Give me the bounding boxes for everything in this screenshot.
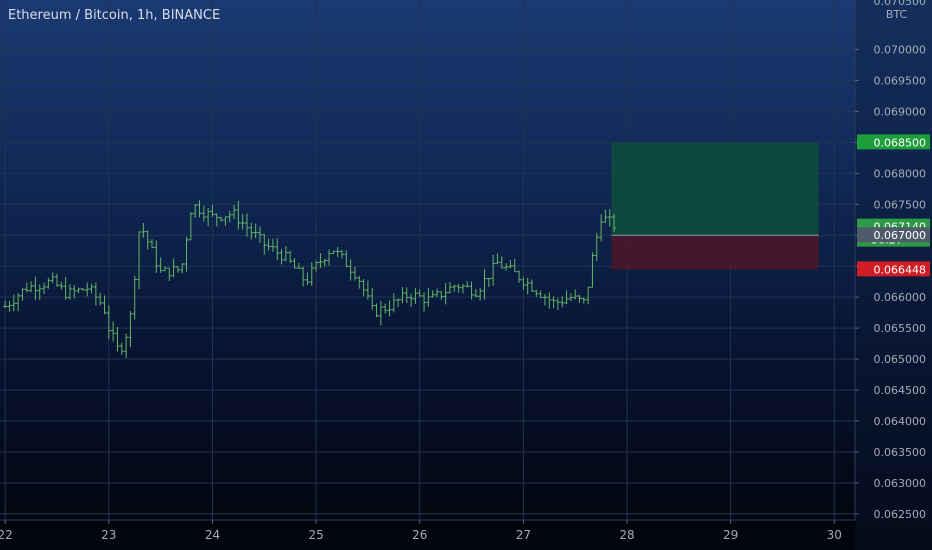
price-label-badge [857,227,930,243]
x-tick-label: 28 [619,528,634,542]
currency-label: BTC [886,8,908,21]
y-tick-label: 0.068000 [874,167,927,180]
x-tick-label: 25 [308,528,323,542]
y-tick-label: 0.066000 [874,291,927,304]
y-tick-label: 0.063000 [874,477,927,490]
price-label-badge [857,261,930,277]
y-tick-label: 0.067500 [874,198,927,211]
y-tick-label: 0.069500 [874,74,927,87]
x-tick-label: 27 [516,528,531,542]
x-tick-label: 30 [827,528,842,542]
chart-title: Ethereum / Bitcoin, 1h, BINANCE [8,8,221,23]
y-tick-label: 0.064000 [874,415,927,428]
y-tick-label: 0.064500 [874,384,927,397]
y-tick-label: 0.062500 [874,508,927,521]
price-label-badge [857,134,930,150]
price-label-text: 0.066448 [874,263,927,276]
y-tick-label: 0.065000 [874,353,927,366]
y-tick-label: 0.063500 [874,446,927,459]
x-tick-label: 22 [0,528,13,542]
x-tick-label: 26 [412,528,427,542]
x-tick-label: 29 [723,528,738,542]
y-tick-label: 0.069000 [874,105,927,118]
time-axis [0,520,855,550]
y-tick-label: 0.070000 [874,44,927,57]
price-label-text: 0.068500 [874,136,927,149]
price-label-text: 0.067000 [874,229,927,242]
x-tick-label: 24 [205,528,220,542]
y-tick-label: 0.065500 [874,322,927,335]
y-tick-label-clipped: 0.070500 [874,0,927,8]
target-zone [611,142,819,236]
x-tick-label: 23 [101,528,116,542]
stop-zone [611,235,819,270]
